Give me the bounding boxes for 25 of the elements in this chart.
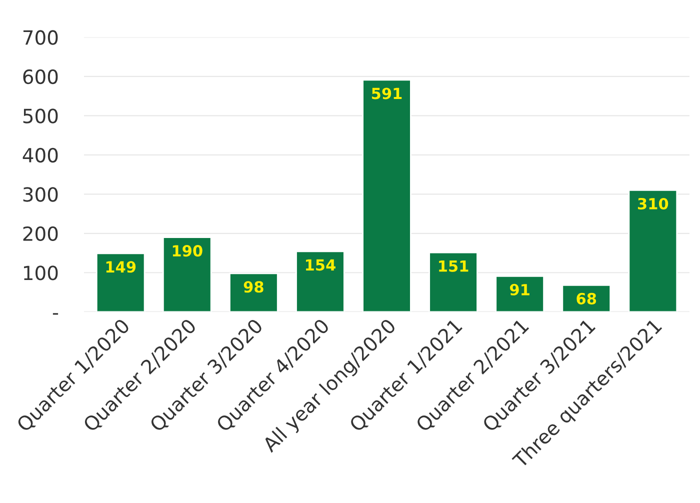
y-tick-label: 400 (22, 148, 58, 163)
data-label: 91 (510, 284, 530, 296)
data-label: 591 (372, 88, 402, 100)
data-label: 151 (439, 260, 468, 272)
y-tick-label: 300 (23, 187, 58, 202)
bar (628, 190, 678, 312)
data-label: 98 (244, 281, 264, 293)
bar (162, 236, 212, 312)
data-label: 154 (306, 259, 336, 271)
bar (96, 252, 146, 312)
bar (362, 79, 412, 312)
data-label: 310 (638, 198, 668, 210)
bar (229, 272, 278, 312)
y-tick-label: 100 (24, 266, 58, 280)
y-tick-label: 500 (23, 108, 58, 124)
bar (495, 275, 544, 312)
data-label: 68 (576, 292, 596, 304)
y-tick-label: 600 (23, 69, 58, 84)
data-label: 149 (106, 261, 136, 273)
y-tick-label: 200 (23, 226, 58, 242)
y-tick-label: 700 (23, 30, 58, 45)
y-tick-label: - (52, 313, 58, 315)
bar (296, 250, 345, 312)
bar (428, 252, 478, 312)
data-label: 190 (172, 245, 202, 257)
